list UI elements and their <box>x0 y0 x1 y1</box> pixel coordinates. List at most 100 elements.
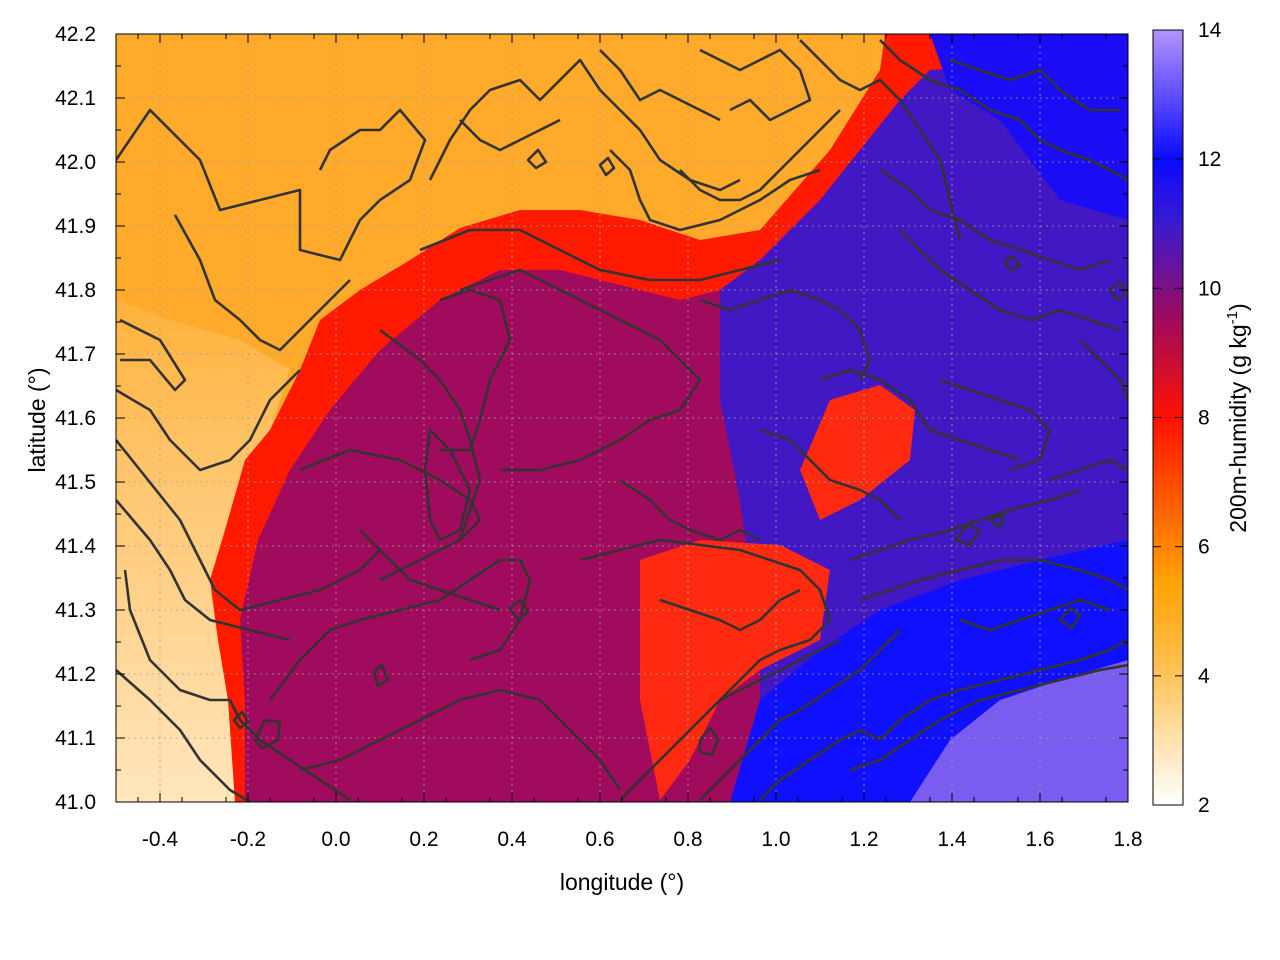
y-tick-label: 41.0 <box>55 791 96 814</box>
y-axis-ticks: 41.0 41.1 41.2 41.3 41.4 41.5 41.6 41.7 41.8 41.9… <box>55 23 1128 814</box>
contour-line <box>879 168 1111 272</box>
contour-line <box>879 39 1128 182</box>
colorbar-tick-label: 14 <box>1198 19 1222 42</box>
contour-line <box>1058 606 1082 630</box>
contour-line <box>899 229 1121 332</box>
y-axis-label: latitude (°) <box>24 367 50 472</box>
x-tick-label: 0.0 <box>321 828 350 851</box>
contour-line <box>459 268 702 472</box>
contour-line <box>959 598 1111 632</box>
contour-line <box>679 109 841 202</box>
y-tick-label: 41.8 <box>55 279 96 302</box>
contour-line <box>173 214 351 352</box>
contour-line <box>116 669 251 802</box>
colorbar-tick-label: 4 <box>1198 665 1210 688</box>
colorbar-tick-label: 10 <box>1198 277 1221 300</box>
contour-line <box>119 318 187 392</box>
region-red-patch-south <box>640 540 830 800</box>
region-red-patch-east <box>800 385 915 520</box>
colorbar-label-close: ) <box>1225 303 1251 311</box>
x-tick-label: -0.2 <box>230 828 266 851</box>
x-tick-label: 0.4 <box>497 828 527 851</box>
contour-line <box>599 49 721 122</box>
colorbar-tick-label: 12 <box>1198 148 1221 171</box>
contour-line <box>849 663 1128 772</box>
contour-line <box>619 478 761 542</box>
contour-line <box>419 228 781 282</box>
colorbar-tick-label: 2 <box>1198 794 1210 817</box>
x-tick-label: 1.8 <box>1113 828 1142 851</box>
x-axis-label: longitude (°) <box>560 869 684 895</box>
contour-line <box>1049 458 1128 482</box>
contour-line <box>372 663 390 688</box>
contour-line <box>619 638 841 801</box>
region-east-very-moist-north <box>930 34 1128 220</box>
contour-line <box>526 148 548 170</box>
contour-line <box>116 499 291 642</box>
y-tick-label: 41.6 <box>55 407 96 430</box>
contour-line <box>116 439 381 612</box>
x-tick-label: 0.8 <box>673 828 702 851</box>
contour-line <box>428 58 741 192</box>
y-tick-label: 42.2 <box>55 23 96 46</box>
contour-line <box>232 710 250 730</box>
colorbar-label: 200m-humidity (g kg-1) <box>1224 303 1251 532</box>
contour-line <box>379 328 482 541</box>
contour-line <box>859 558 1128 602</box>
y-tick-label: 42.1 <box>55 87 96 110</box>
y-tick-label: 41.3 <box>55 599 96 622</box>
contour-line <box>953 523 982 547</box>
contour-line <box>299 688 622 791</box>
y-tick-label: 41.7 <box>55 343 96 366</box>
contour-line <box>759 638 1128 801</box>
contour-line <box>988 512 1006 530</box>
y-tick-label: 41.4 <box>55 535 96 558</box>
x-tick-label: 1.4 <box>937 828 967 851</box>
contour-line <box>423 428 472 542</box>
contour-line <box>799 39 962 241</box>
colorbar-tick-label: 6 <box>1198 536 1210 559</box>
contour-line <box>116 108 427 262</box>
y-tick-label: 42.0 <box>55 151 96 174</box>
contour-line <box>819 368 1021 462</box>
contour-line <box>579 538 832 701</box>
contour-lines <box>116 39 1128 802</box>
contour-line <box>598 156 616 177</box>
contour-line <box>759 428 901 521</box>
x-tick-label: 1.2 <box>849 828 878 851</box>
contour-line <box>116 369 301 472</box>
x-tick-label: 0.6 <box>585 828 614 851</box>
contour-line <box>699 288 872 381</box>
region-southeast-max <box>910 660 1128 802</box>
x-tick-label: 1.0 <box>761 828 790 851</box>
y-tick-label: 41.5 <box>55 471 96 494</box>
x-tick-label: 0.2 <box>409 828 438 851</box>
colorbar-label-superscript: -1 <box>1224 311 1241 324</box>
y-tick-label: 41.9 <box>55 215 96 238</box>
colorbar-label-main: 200m-humidity (g kg <box>1225 324 1251 532</box>
contour-line <box>253 718 282 750</box>
y-tick-label: 41.2 <box>55 663 96 686</box>
x-axis-ticks: -0.4 -0.2 0.0 0.2 0.4 0.6 0.8 1.0 1.2 1.4 1.6 1.8 <box>137 34 1143 851</box>
contour-line <box>1079 339 1128 401</box>
contour-line <box>508 598 530 622</box>
contour-line <box>1108 280 1128 302</box>
region-central-moist <box>240 270 760 802</box>
x-tick-label: -0.4 <box>142 828 179 851</box>
contour-line <box>1002 254 1022 272</box>
colorbar-ticks: 2 4 6 8 10 12 14 <box>1153 19 1222 817</box>
y-tick-label: 41.1 <box>55 727 96 750</box>
contour-line <box>299 448 482 582</box>
contour-line <box>699 48 812 122</box>
contour-line <box>359 529 501 612</box>
colorbar-tick-label: 8 <box>1198 407 1210 430</box>
x-tick-label: 1.6 <box>1025 828 1054 851</box>
contour-line <box>123 569 351 802</box>
contour-line <box>939 378 1052 472</box>
contour-line <box>849 488 1081 562</box>
contour-line <box>609 149 821 232</box>
contour-line <box>949 58 1120 112</box>
contour-line <box>459 118 561 152</box>
contour-line <box>699 629 901 801</box>
